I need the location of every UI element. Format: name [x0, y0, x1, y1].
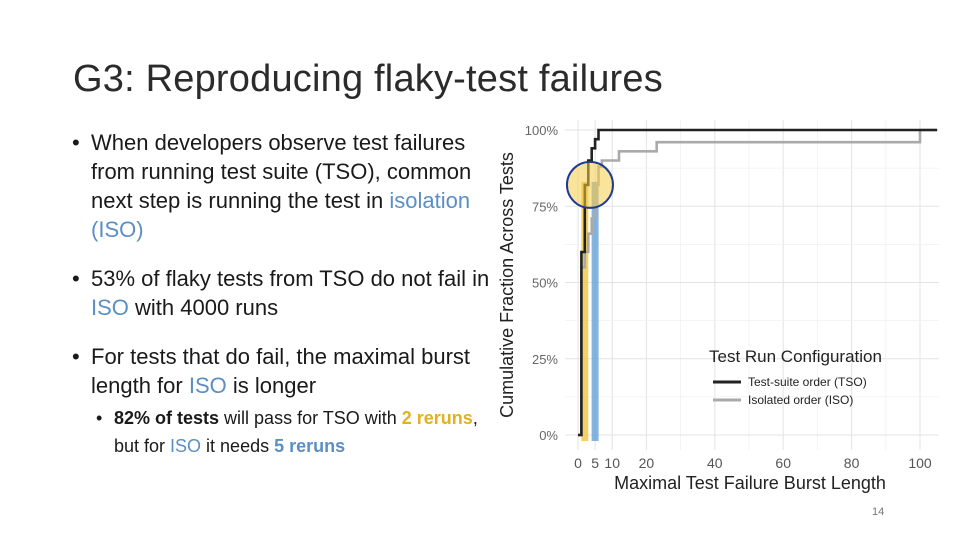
bullet-1-text-a: When developers observe test failures fr… — [91, 130, 472, 213]
sub-bullet-1-text-a: will pass for TSO with — [219, 408, 402, 428]
bullet-dot: • — [96, 408, 103, 428]
x-tick-label: 10 — [604, 455, 620, 471]
bullet-1-text: When developers observe test failures fr… — [91, 128, 501, 244]
y-tick-label: 25% — [532, 352, 558, 367]
sub-bullet-1-gold: 2 reruns — [401, 408, 473, 428]
page-number: 14 — [872, 506, 885, 518]
y-tick-label: 0% — [539, 428, 558, 443]
highlight-circle-shape — [565, 160, 614, 209]
sub-bullet-1-bold: 82% of tests — [114, 408, 220, 428]
bullet-2-text-b: with 4000 runs — [128, 295, 279, 320]
plot-panel — [565, 120, 939, 450]
bullet-3-text-b: is longer — [226, 373, 317, 398]
bullet-3-iso: ISO — [188, 373, 227, 398]
sub-bullet-1-text-b: , but for — [114, 408, 478, 456]
bullet-2-iso: ISO — [91, 295, 129, 320]
series-line — [578, 128, 938, 437]
sub-bullet-1-iso: ISO — [170, 436, 202, 456]
x-tick-label: 20 — [639, 455, 655, 471]
bullet-dot: • — [72, 344, 80, 369]
highlight-bar — [581, 181, 589, 441]
legend-label-iso: Isolated order (ISO) — [748, 393, 853, 407]
y-tick-labels: 0% 25% 50% 75% 100% — [525, 123, 559, 443]
bullet-3-text-a: For tests that do fail, the maximal burs… — [91, 344, 471, 398]
bullet-2-text: 53% of flaky tests from TSO do not fail … — [91, 264, 501, 322]
x-tick-label: 0 — [574, 455, 582, 471]
legend: Test Run Configuration Test-suite order … — [709, 347, 882, 407]
y-tick-label: 100% — [525, 123, 559, 138]
y-axis-label: Cumulative Fraction Across Tests — [497, 152, 517, 418]
slide-title: G3: Reproducing flaky-test failures — [73, 58, 663, 100]
x-tick-label: 60 — [775, 455, 791, 471]
x-tick-labels: 0 5 10 20 40 60 80 100 — [574, 455, 932, 471]
bullet-1-iso: isolation (ISO) — [91, 188, 471, 242]
highlight-bar — [591, 181, 599, 441]
legend-label-tso: Test-suite order (TSO) — [748, 375, 867, 389]
y-tick-label: 75% — [532, 199, 558, 214]
bullet-dot: • — [72, 266, 80, 291]
x-tick-label: 100 — [908, 455, 932, 471]
legend-title: Test Run Configuration — [709, 347, 882, 366]
sub-bullet-1-text-c: it needs — [201, 436, 275, 456]
highlight-circle — [565, 160, 614, 209]
x-axis-label: Maximal Test Failure Burst Length — [614, 473, 886, 493]
y-tick-label: 50% — [532, 276, 558, 291]
sub-bullet-1-text: 82% of tests will pass for TSO with 2 re… — [114, 404, 504, 460]
x-tick-label: 5 — [591, 455, 599, 471]
bullet-dot: • — [72, 130, 80, 155]
bullet-2-text-a: 53% of flaky tests from TSO do not fail … — [91, 266, 490, 291]
x-tick-label: 40 — [707, 455, 723, 471]
highlight-bars — [581, 181, 599, 441]
sub-bullet-1-blue: 5 reruns — [274, 436, 346, 456]
x-tick-label: 80 — [844, 455, 860, 471]
bullet-3-text: For tests that do fail, the maximal burs… — [91, 342, 501, 400]
